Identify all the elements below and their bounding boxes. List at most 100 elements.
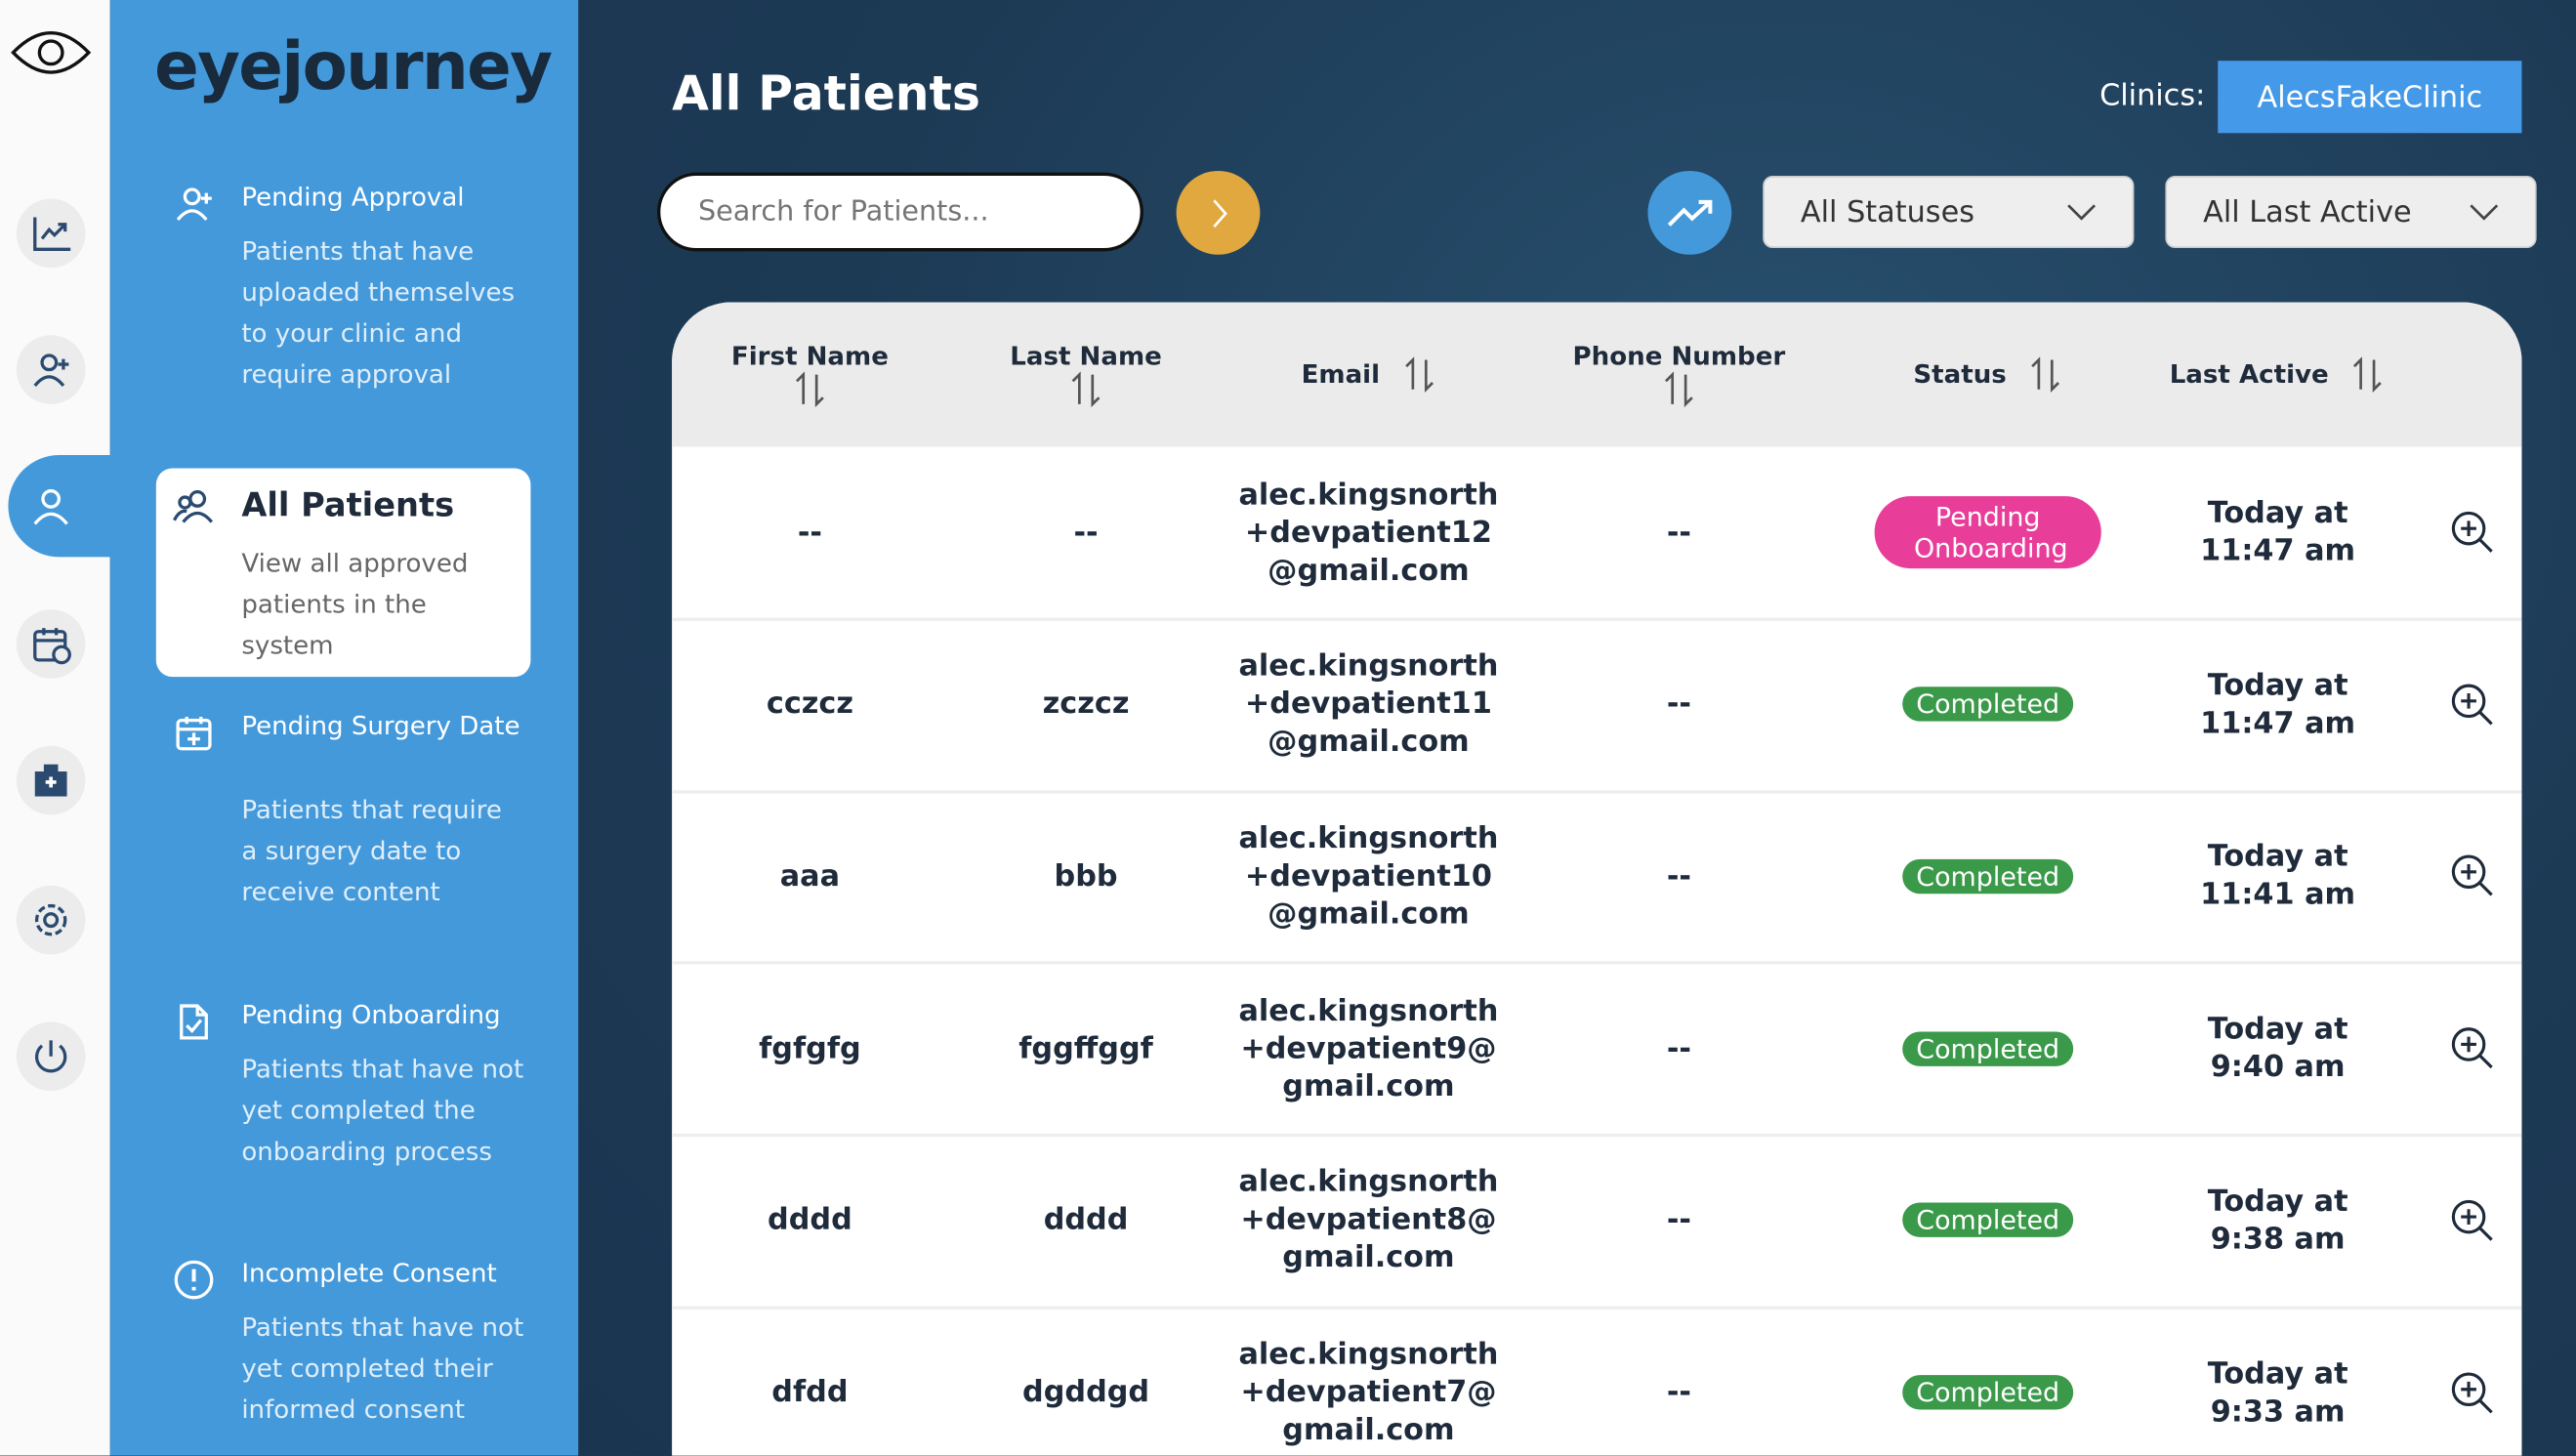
zoom-in-icon <box>2451 1027 2493 1069</box>
cell-active: Today at 9:38 am <box>2207 1184 2348 1257</box>
view-patient-button[interactable] <box>2443 963 2503 1134</box>
status-badge: Pending Onboarding <box>1874 496 2101 569</box>
rail-button-clinic[interactable] <box>16 745 86 815</box>
sidebar-item-title: Pending Onboarding <box>241 1000 501 1030</box>
chevron-right-icon <box>1212 198 1227 228</box>
cell-phone: -- <box>1666 686 1691 722</box>
column-label: Phone Number <box>1572 341 1786 372</box>
table-row[interactable]: dddd dddd alec.kingsnorth +devpatient8@ gm… <box>672 1135 2522 1310</box>
sidebar-item-description: View all approved patients in the system <box>241 548 469 661</box>
sidebar-item-description: Patients that have uploaded themselves t… <box>241 236 516 390</box>
calendar-clock-icon <box>33 628 71 665</box>
cell-email: alec.kingsnorth +devpatient8@ gmail.com <box>1238 1165 1499 1276</box>
icon-rail <box>0 0 141 1456</box>
column-header-status[interactable]: Status <box>1849 303 2128 447</box>
cell-phone: -- <box>1666 515 1691 550</box>
sort-icon[interactable] <box>794 371 827 408</box>
sidebar-item-all-patients[interactable]: All Patients View all approved patients … <box>155 468 531 678</box>
sidebar: eyejourney Pending Approval Patients tha… <box>109 0 579 1456</box>
analytics-button[interactable] <box>1647 170 1732 255</box>
cell-last: zczcz <box>1042 686 1130 722</box>
cell-active: Today at 11:47 am <box>2200 496 2356 569</box>
table-row[interactable]: -- -- alec.kingsnorth +devpatient12 @gmail… <box>672 447 2522 621</box>
cell-phone: -- <box>1666 1030 1691 1066</box>
sort-icon[interactable] <box>1069 371 1102 408</box>
clinics-label: Clinics: <box>2099 78 2206 114</box>
settings-icon <box>34 903 67 936</box>
table-row[interactable]: fgfgfg fggffggf alec.kingsnorth +devpatien… <box>672 963 2522 1138</box>
chevron-down-icon <box>2067 204 2097 221</box>
clinic-selector-button[interactable]: AlecsFakeClinic <box>2218 61 2522 134</box>
table-row[interactable]: aaa bbb alec.kingsnorth +devpatient10 @gma… <box>672 791 2522 966</box>
last-active-filter-dropdown[interactable]: All Last Active <box>2165 176 2537 249</box>
view-patient-button[interactable] <box>2443 619 2503 790</box>
add-user-icon <box>176 187 212 222</box>
zoom-in-icon <box>2451 1371 2493 1413</box>
cell-first: dddd <box>768 1203 852 1238</box>
add-user-icon <box>33 354 69 388</box>
cell-email: alec.kingsnorth +devpatient9@ gmail.com <box>1238 993 1499 1103</box>
zoom-in-icon <box>2451 1199 2493 1241</box>
user-icon <box>33 489 68 525</box>
eye-logo-icon <box>11 31 92 74</box>
zoom-in-icon <box>2451 855 2493 897</box>
column-header-last-active[interactable]: Last Active <box>2154 303 2400 447</box>
users-icon <box>173 489 214 523</box>
file-check-icon <box>180 1004 208 1040</box>
cell-last: dddd <box>1043 1203 1129 1238</box>
cell-first: fgfgfg <box>759 1030 861 1066</box>
sort-icon[interactable] <box>1403 356 1436 393</box>
view-patient-button[interactable] <box>2443 1135 2503 1306</box>
cell-email: alec.kingsnorth +devpatient7@ gmail.com <box>1238 1337 1499 1448</box>
column-label: Last Active <box>2169 359 2329 390</box>
column-header-email[interactable]: Email <box>1228 303 1508 447</box>
column-label: Email <box>1301 359 1381 390</box>
column-label: Last Name <box>1010 341 1162 372</box>
calendar-plus-icon <box>176 716 212 751</box>
table-row[interactable]: dfdd dgddgd alec.kingsnorth +devpatient7@ … <box>672 1307 2521 1455</box>
column-header-phone-number[interactable]: Phone Number <box>1531 303 1827 447</box>
table-header: First Name Last Name Email Phone Number Stat… <box>672 302 2522 447</box>
clinic-icon <box>34 764 67 797</box>
status-badge: Completed <box>1902 858 2073 894</box>
rail-button-settings[interactable] <box>16 885 86 955</box>
power-icon <box>34 1040 67 1073</box>
status-badge: Completed <box>1902 1030 2073 1066</box>
column-header-first-name[interactable]: First Name <box>686 303 933 447</box>
sidebar-item-title: Pending Surgery Date <box>241 711 520 741</box>
cell-first: dfdd <box>771 1375 849 1410</box>
trending-up-icon <box>1667 199 1712 227</box>
view-patient-button[interactable] <box>2443 447 2503 618</box>
sort-icon[interactable] <box>2029 356 2062 393</box>
table-row[interactable]: cczcz zczcz alec.kingsnorth +devpatient11 … <box>672 619 2522 794</box>
search-submit-button[interactable] <box>1176 170 1261 255</box>
status-filter-dropdown[interactable]: All Statuses <box>1763 176 2135 249</box>
chevron-down-icon <box>2470 204 2499 221</box>
sidebar-item-title: All Patients <box>241 484 455 524</box>
cell-last: dgddgd <box>1022 1375 1150 1410</box>
cell-first: aaa <box>779 858 841 894</box>
status-badge: Completed <box>1902 1375 2073 1410</box>
zoom-in-icon <box>2451 684 2493 725</box>
cell-phone: -- <box>1666 1375 1691 1410</box>
last-active-filter-value: All Last Active <box>2203 194 2412 229</box>
view-patient-button[interactable] <box>2443 791 2503 962</box>
cell-email: alec.kingsnorth +devpatient12 @gmail.com <box>1238 477 1499 588</box>
search-input[interactable] <box>656 172 1143 252</box>
status-badge: Completed <box>1902 1203 2073 1238</box>
sort-icon[interactable] <box>1663 371 1696 408</box>
sidebar-item-description: Patients that require a surgery date to … <box>241 795 502 907</box>
cell-last: bbb <box>1054 858 1118 894</box>
rail-button-add-user[interactable] <box>16 335 86 404</box>
rail-button-calendar-clock[interactable] <box>16 609 86 679</box>
cell-phone: -- <box>1666 1203 1691 1238</box>
cell-active: Today at 11:47 am <box>2200 668 2356 741</box>
view-patient-button[interactable] <box>2443 1307 2503 1455</box>
cell-phone: -- <box>1666 858 1691 894</box>
sort-icon[interactable] <box>2351 356 2385 393</box>
cell-first: -- <box>797 515 822 550</box>
rail-button-power[interactable] <box>16 1021 86 1092</box>
cell-last: fggffggf <box>1018 1030 1153 1066</box>
rail-button-analytics[interactable] <box>16 198 86 269</box>
column-header-last-name[interactable]: Last Name <box>963 303 1209 447</box>
